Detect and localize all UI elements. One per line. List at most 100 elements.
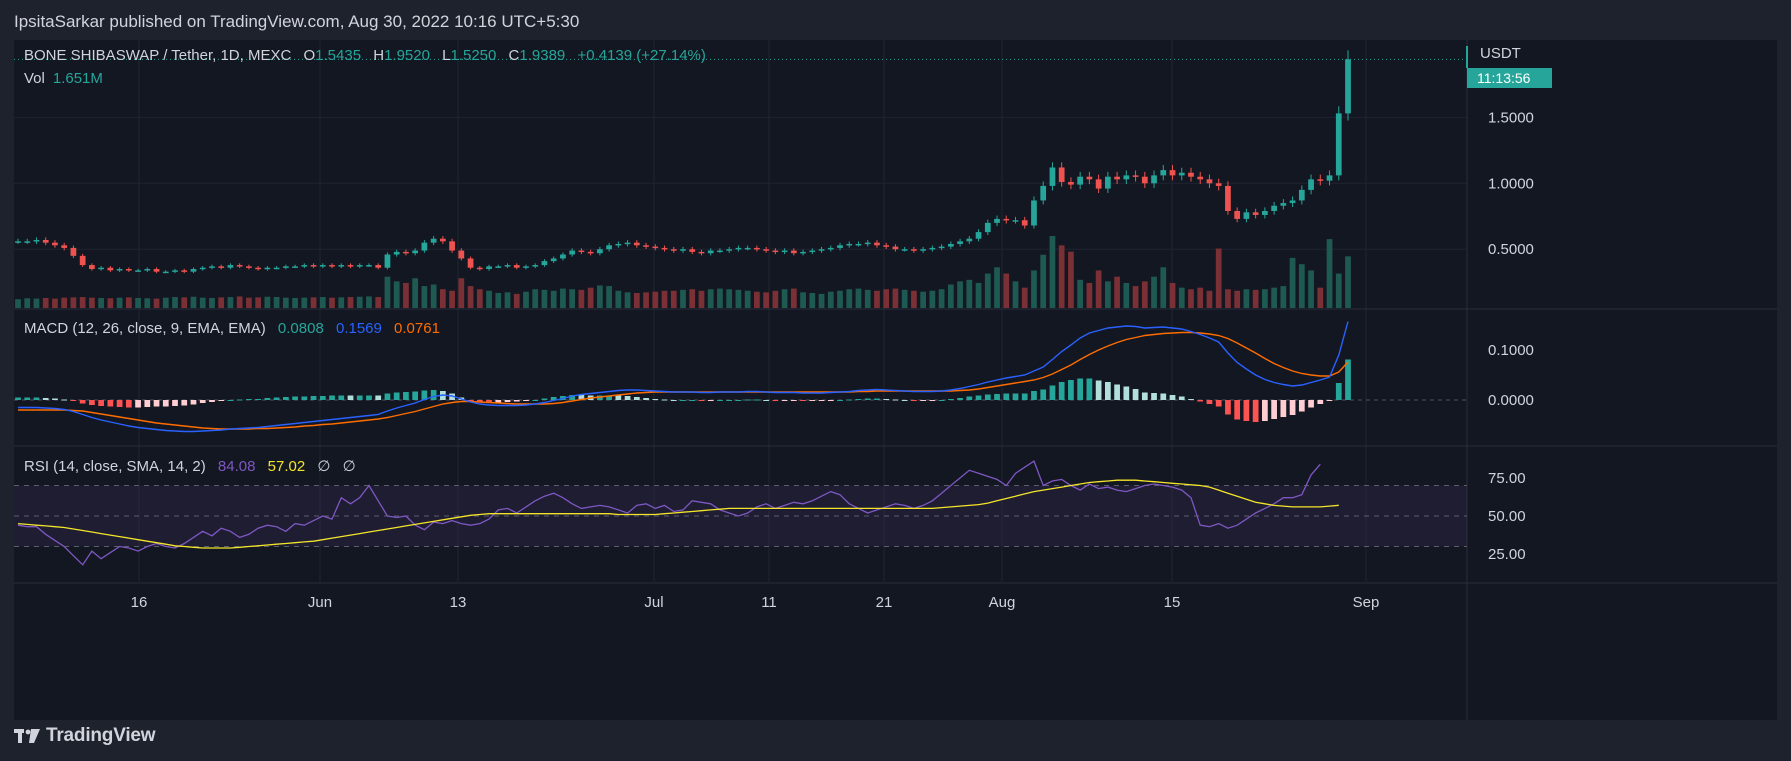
- macd-hist-bar-99: [929, 400, 936, 401]
- candle-body-98: [920, 249, 927, 251]
- volume-bar-33: [319, 297, 326, 308]
- candle-body-130: [1215, 183, 1222, 186]
- macd-hist-bar-57: [541, 398, 548, 400]
- candle-body-22: [218, 266, 225, 268]
- tradingview-logo-icon: [14, 729, 40, 743]
- volume-bar-38: [366, 296, 372, 308]
- time-axis-tick-6: Aug: [989, 594, 1016, 611]
- volume-bar-124: [1160, 267, 1167, 308]
- rsi-pane: [14, 460, 1467, 566]
- volume-bar-51: [486, 290, 492, 308]
- macd-hist-bar-132: [1234, 400, 1241, 420]
- rsi-ma-value: 57.02: [267, 458, 306, 475]
- candle-body-51: [486, 266, 492, 270]
- macd-hist-bar-47: [449, 393, 455, 400]
- volume-bar-60: [569, 289, 576, 308]
- volume-bar-24: [236, 296, 243, 308]
- volume-bar-55: [523, 291, 529, 308]
- candle-body-134: [1252, 212, 1259, 215]
- macd-legend: MACD (12, 26, close, 9, EMA, EMA) 0.0808…: [24, 320, 442, 337]
- candle-body-62: [587, 251, 594, 254]
- volume-bar-130: [1215, 248, 1222, 308]
- low-value: 1.5250: [450, 47, 497, 64]
- volume-bar-11: [116, 297, 123, 308]
- macd-hist-bar-53: [504, 400, 511, 402]
- macd-hist-bar-125: [1169, 395, 1176, 400]
- candle-body-112: [1049, 167, 1056, 186]
- macd-hist-bar-123: [1151, 393, 1157, 400]
- volume-bar-114: [1068, 251, 1074, 308]
- macd-hist-bar-138: [1289, 400, 1296, 415]
- volume-bar-84: [790, 288, 797, 308]
- candle-body-126: [1178, 172, 1185, 176]
- time-axis-tick-1: Jun: [308, 594, 332, 611]
- candle-body-118: [1104, 176, 1111, 189]
- macd-signal-value: 0.0761: [394, 320, 440, 337]
- macd-axis-tick-0: 0.1000: [1488, 342, 1534, 359]
- candle-body-102: [957, 241, 963, 244]
- volume-label: Vol: [24, 70, 45, 87]
- time-axis-tick-2: 13: [450, 594, 467, 611]
- macd-hist-bar-133: [1243, 400, 1250, 421]
- candle-body-38: [366, 265, 372, 267]
- macd-hist-bar-64: [606, 395, 612, 400]
- volume-bar-28: [273, 297, 280, 308]
- macd-hist-bar-103: [966, 396, 973, 400]
- chart-area[interactable]: USDT 1.5000 1.0000 0.5000 11:13:56 0.1000 0.00…: [14, 40, 1777, 720]
- volume-bar-82: [772, 290, 779, 308]
- macd-hist-bar-33: [319, 396, 326, 400]
- volume-bar-23: [227, 297, 234, 308]
- macd-hist-bar-129: [1206, 400, 1213, 404]
- candle-body-67: [633, 242, 640, 246]
- macd-hist-bar-6: [70, 400, 77, 401]
- volume-bar-72: [680, 289, 686, 308]
- candle-body-57: [541, 261, 548, 266]
- volume-bar-40: [384, 276, 391, 308]
- macd-hist-bar-78: [735, 400, 742, 401]
- volume-bar-39: [375, 297, 382, 308]
- macd-hist-bar-75: [707, 400, 714, 401]
- volume-bar-18: [181, 297, 188, 308]
- candle-body-92: [864, 242, 871, 245]
- open-value: 1.5435: [315, 47, 362, 64]
- chart-svg[interactable]: USDT 1.5000 1.0000 0.5000 11:13:56 0.1000 0.00…: [14, 40, 1777, 720]
- volume-bar-127: [1188, 289, 1194, 308]
- volume-bar-74: [698, 290, 705, 308]
- macd-hist-bar-118: [1104, 382, 1111, 400]
- candle-body-124: [1160, 170, 1167, 176]
- macd-hist-bar-76: [717, 400, 723, 401]
- macd-hist-bar-61: [578, 395, 585, 400]
- volume-bar-75: [707, 289, 714, 308]
- candle-body-93: [874, 242, 880, 246]
- candle-body-116: [1086, 176, 1093, 180]
- candle-body-108: [1012, 220, 1019, 222]
- volume-bar-96: [901, 289, 908, 308]
- macd-hist-bar-110: [1031, 391, 1037, 400]
- volume-bar-42: [403, 282, 409, 308]
- macd-hist-bar-119: [1114, 384, 1120, 400]
- volume-bar-91: [855, 288, 862, 308]
- macd-hist-bar-144: [1345, 359, 1351, 400]
- candle-body-88: [827, 247, 834, 250]
- volume-bar-77: [726, 289, 733, 308]
- candle-body-65: [615, 243, 622, 246]
- volume-bar-47: [449, 290, 455, 308]
- macd-hist-bar-98: [920, 400, 927, 401]
- macd-hist-bar-140: [1308, 400, 1314, 408]
- macd-hist-bar-104: [975, 395, 982, 400]
- candle-body-84: [790, 250, 797, 254]
- candle-body-121: [1132, 175, 1139, 177]
- chart-background: [14, 40, 1777, 720]
- macd-hist-bar-95: [892, 399, 899, 401]
- volume-bar-37: [356, 296, 363, 308]
- macd-hist-value: 0.0808: [277, 320, 324, 337]
- volume-bar-83: [781, 289, 788, 308]
- volume-bar-20: [199, 297, 206, 308]
- volume-bar-76: [717, 288, 723, 308]
- candle-body-114: [1068, 181, 1074, 185]
- close-value: 1.9389: [519, 47, 566, 64]
- volume-bar-95: [892, 288, 899, 308]
- macd-axis-tick-1: 0.0000: [1488, 392, 1534, 409]
- macd-hist-bar-31: [301, 396, 308, 400]
- footer-brand[interactable]: TradingView: [46, 725, 156, 746]
